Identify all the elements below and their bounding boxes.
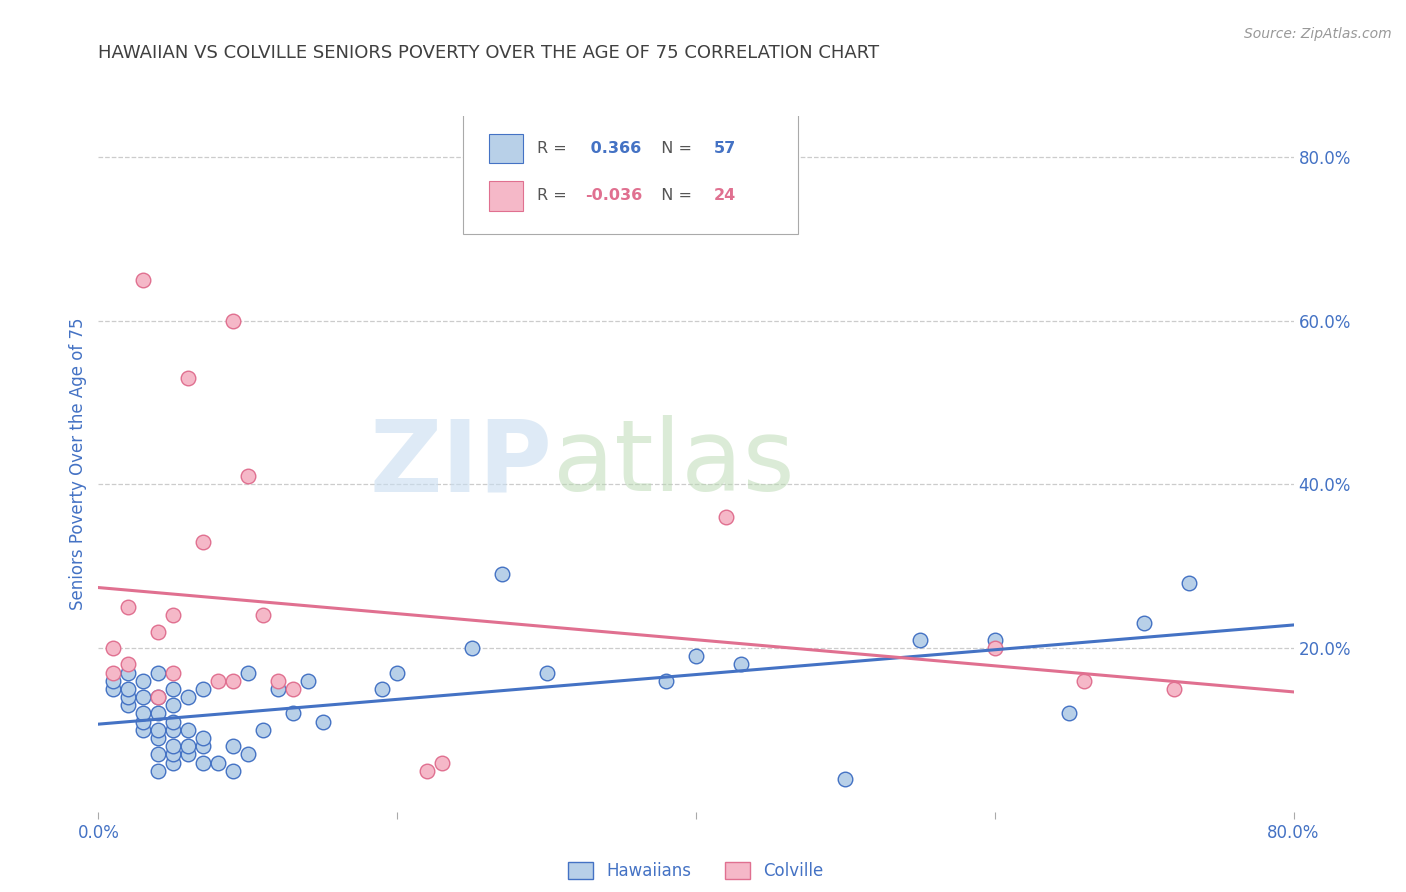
Text: atlas: atlas bbox=[553, 416, 794, 512]
Point bbox=[162, 665, 184, 680]
Point bbox=[103, 640, 125, 655]
Point bbox=[177, 690, 200, 705]
Text: 57: 57 bbox=[714, 141, 737, 156]
Point bbox=[252, 608, 274, 623]
Point bbox=[132, 714, 155, 729]
Point bbox=[162, 723, 184, 737]
FancyBboxPatch shape bbox=[489, 181, 523, 211]
Point bbox=[148, 764, 170, 778]
Text: N =: N = bbox=[651, 188, 697, 203]
FancyBboxPatch shape bbox=[463, 112, 797, 235]
Point bbox=[207, 673, 229, 688]
Point bbox=[117, 657, 139, 672]
Point bbox=[1163, 681, 1185, 696]
Point bbox=[117, 690, 139, 705]
Point bbox=[103, 665, 125, 680]
Point bbox=[148, 706, 170, 721]
Point bbox=[103, 681, 125, 696]
Y-axis label: Seniors Poverty Over the Age of 75: Seniors Poverty Over the Age of 75 bbox=[69, 318, 87, 610]
Point bbox=[1178, 575, 1201, 590]
Point bbox=[1059, 706, 1081, 721]
Point bbox=[984, 640, 1007, 655]
Point bbox=[491, 567, 513, 582]
Point bbox=[162, 698, 184, 713]
Point bbox=[117, 665, 139, 680]
Text: 24: 24 bbox=[714, 188, 737, 203]
Point bbox=[222, 739, 245, 754]
Point bbox=[103, 673, 125, 688]
Point bbox=[117, 681, 139, 696]
Point bbox=[281, 706, 304, 721]
Text: R =: R = bbox=[537, 188, 572, 203]
Point bbox=[191, 756, 214, 770]
Point bbox=[162, 608, 184, 623]
Point bbox=[162, 756, 184, 770]
Point bbox=[385, 665, 409, 680]
Point bbox=[162, 681, 184, 696]
Point bbox=[191, 681, 214, 696]
Point bbox=[148, 624, 170, 639]
Point bbox=[162, 714, 184, 729]
Point bbox=[148, 665, 170, 680]
Point bbox=[908, 632, 931, 647]
Point bbox=[191, 731, 214, 745]
Text: R =: R = bbox=[537, 141, 572, 156]
Text: -0.036: -0.036 bbox=[585, 188, 643, 203]
Point bbox=[177, 371, 200, 385]
Point bbox=[430, 756, 453, 770]
FancyBboxPatch shape bbox=[489, 134, 523, 163]
Point bbox=[148, 690, 170, 705]
Text: HAWAIIAN VS COLVILLE SENIORS POVERTY OVER THE AGE OF 75 CORRELATION CHART: HAWAIIAN VS COLVILLE SENIORS POVERTY OVE… bbox=[98, 45, 880, 62]
Point bbox=[191, 739, 214, 754]
Point bbox=[148, 747, 170, 762]
Point bbox=[132, 690, 155, 705]
Text: N =: N = bbox=[651, 141, 697, 156]
Point bbox=[267, 673, 290, 688]
Point bbox=[714, 510, 737, 524]
Point bbox=[177, 739, 200, 754]
Point bbox=[984, 632, 1007, 647]
Point bbox=[297, 673, 319, 688]
Point bbox=[148, 723, 170, 737]
Point bbox=[281, 681, 304, 696]
Point bbox=[416, 764, 439, 778]
Point bbox=[222, 673, 245, 688]
Point bbox=[252, 723, 274, 737]
Point bbox=[148, 731, 170, 745]
Point bbox=[311, 714, 333, 729]
Point bbox=[371, 681, 394, 696]
Point bbox=[162, 747, 184, 762]
Point bbox=[132, 673, 155, 688]
Point bbox=[177, 747, 200, 762]
Text: 0.366: 0.366 bbox=[585, 141, 641, 156]
Point bbox=[117, 698, 139, 713]
Point bbox=[132, 273, 155, 287]
Point bbox=[267, 681, 290, 696]
Text: Source: ZipAtlas.com: Source: ZipAtlas.com bbox=[1244, 27, 1392, 41]
Point bbox=[730, 657, 752, 672]
Point bbox=[536, 665, 558, 680]
Point bbox=[236, 747, 259, 762]
Point bbox=[222, 313, 245, 327]
Point bbox=[222, 764, 245, 778]
Point bbox=[162, 739, 184, 754]
Point bbox=[685, 649, 707, 664]
Point bbox=[132, 706, 155, 721]
Point bbox=[207, 756, 229, 770]
Text: ZIP: ZIP bbox=[370, 416, 553, 512]
Point bbox=[117, 600, 139, 615]
Point bbox=[655, 673, 678, 688]
Point bbox=[236, 469, 259, 483]
Point bbox=[148, 690, 170, 705]
Point bbox=[1133, 616, 1156, 631]
Point bbox=[1073, 673, 1095, 688]
Legend: Hawaiians, Colville: Hawaiians, Colville bbox=[561, 855, 831, 887]
Point bbox=[191, 534, 214, 549]
Point bbox=[834, 772, 856, 786]
Point bbox=[177, 723, 200, 737]
Point bbox=[132, 723, 155, 737]
Point bbox=[461, 640, 484, 655]
Point bbox=[236, 665, 259, 680]
